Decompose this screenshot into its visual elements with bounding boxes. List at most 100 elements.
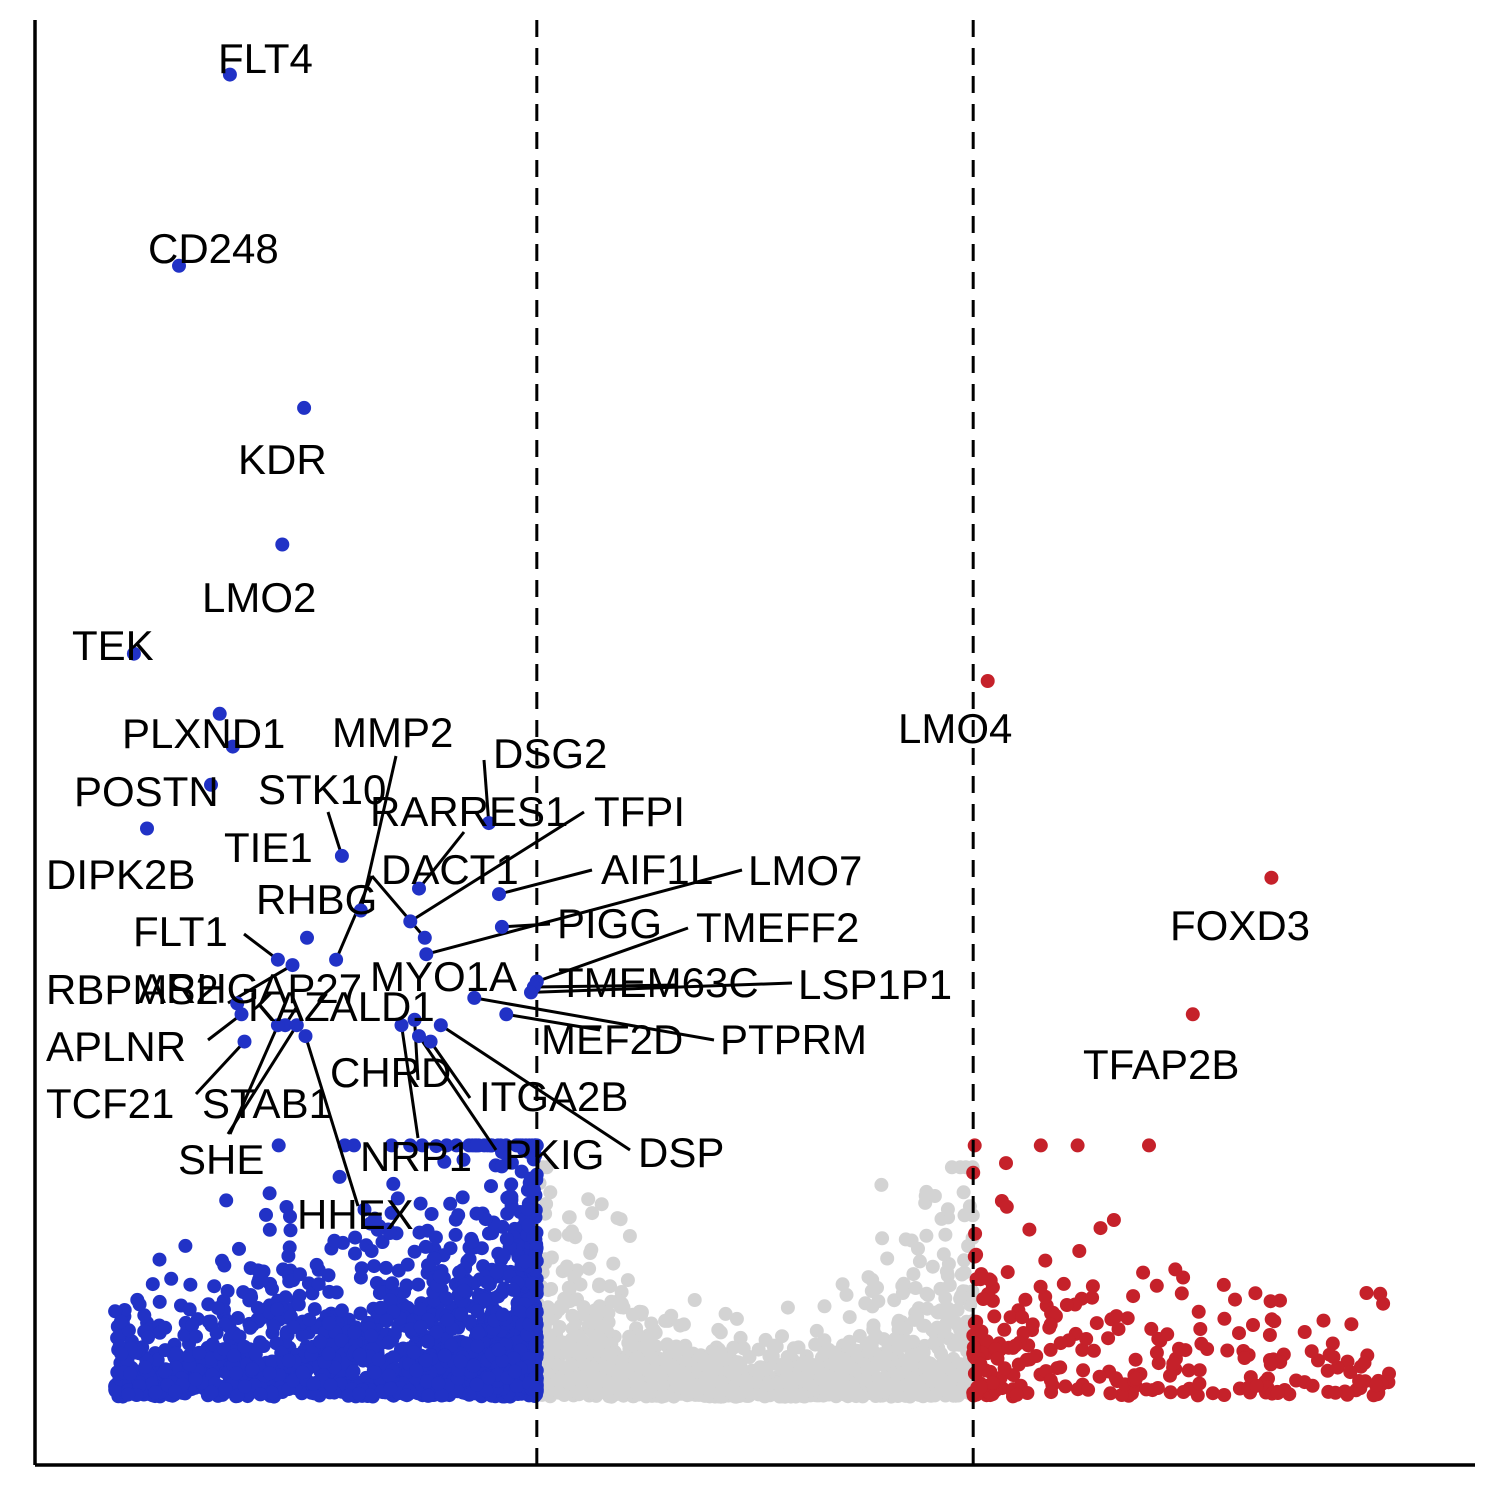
leader-line-aif1l bbox=[498, 868, 593, 896]
point-down bbox=[150, 1352, 165, 1367]
point-down bbox=[379, 1313, 394, 1328]
point-down bbox=[406, 1345, 421, 1360]
point-down bbox=[480, 1275, 495, 1290]
point-not-significant bbox=[895, 1321, 910, 1335]
point-down bbox=[516, 1143, 531, 1157]
point-down bbox=[226, 1348, 241, 1363]
point-down bbox=[243, 1320, 258, 1335]
point-up bbox=[1011, 1357, 1026, 1372]
leader-line-tmem63c bbox=[533, 983, 679, 989]
point-down bbox=[352, 1347, 367, 1362]
point-down bbox=[440, 1312, 455, 1327]
point-down bbox=[420, 1374, 434, 1389]
leader-line-chrd bbox=[413, 1019, 420, 1081]
label-tfpi: TFPI bbox=[594, 788, 685, 835]
point-down bbox=[469, 1138, 484, 1153]
point-down bbox=[357, 1202, 372, 1217]
point-down bbox=[465, 1234, 480, 1249]
point-not-significant bbox=[940, 1202, 955, 1217]
point-flt1 bbox=[270, 952, 285, 967]
leader-line-itga2b bbox=[429, 1040, 472, 1099]
point-up bbox=[1059, 1298, 1074, 1312]
label-flt1: FLT1 bbox=[133, 908, 228, 955]
point-not-significant bbox=[587, 1326, 602, 1341]
point-not-significant bbox=[907, 1312, 922, 1327]
point-down bbox=[528, 1148, 543, 1163]
point-down bbox=[265, 1354, 280, 1369]
point-up bbox=[1176, 1385, 1191, 1399]
point-down bbox=[364, 1328, 379, 1343]
point-up bbox=[1174, 1286, 1189, 1301]
point-down bbox=[477, 1292, 492, 1307]
point-down bbox=[403, 1138, 418, 1153]
point-down bbox=[145, 1277, 160, 1292]
point-up bbox=[1328, 1385, 1343, 1400]
point-down bbox=[352, 1386, 366, 1401]
label-cd248: CD248 bbox=[148, 225, 279, 272]
point-down bbox=[399, 1388, 414, 1403]
point-not-significant bbox=[687, 1293, 702, 1307]
point-not-significant bbox=[829, 1371, 844, 1386]
point-up bbox=[999, 1156, 1013, 1171]
point-down bbox=[209, 1326, 224, 1340]
point-down bbox=[232, 1241, 246, 1256]
point-down bbox=[386, 1350, 401, 1365]
point-not-significant bbox=[865, 1272, 880, 1287]
point-down bbox=[283, 1209, 297, 1224]
point-down bbox=[259, 1207, 273, 1222]
point-not-significant bbox=[571, 1371, 586, 1386]
point-up bbox=[990, 1351, 1005, 1366]
point-down bbox=[168, 1384, 183, 1399]
point-not-significant bbox=[598, 1360, 612, 1375]
point-postn bbox=[225, 739, 240, 754]
point-up bbox=[1316, 1313, 1331, 1328]
point-not-significant bbox=[576, 1307, 591, 1322]
point-down bbox=[270, 1302, 285, 1317]
point-stab1 bbox=[289, 1018, 304, 1033]
point-not-significant bbox=[936, 1247, 951, 1262]
point-up bbox=[1330, 1360, 1345, 1375]
point-up bbox=[1089, 1316, 1104, 1331]
point-up bbox=[1262, 1328, 1277, 1342]
point-up bbox=[1297, 1325, 1312, 1339]
point-pkig bbox=[412, 1029, 426, 1044]
label-mmp2: MMP2 bbox=[332, 709, 453, 756]
point-not-significant bbox=[542, 1312, 557, 1327]
point-not-significant bbox=[880, 1251, 895, 1266]
point-chrd bbox=[407, 1012, 422, 1027]
point-down bbox=[353, 1270, 368, 1285]
point-lmo2 bbox=[275, 537, 290, 552]
point-not-significant bbox=[610, 1364, 624, 1379]
point-down bbox=[504, 1155, 519, 1170]
point-up bbox=[999, 1199, 1014, 1214]
point-not-significant bbox=[933, 1281, 948, 1296]
point-down bbox=[141, 1330, 155, 1345]
label-tek: TEK bbox=[72, 622, 154, 669]
point-up bbox=[1193, 1322, 1208, 1336]
point-down bbox=[262, 1222, 277, 1237]
point-not-significant bbox=[902, 1357, 917, 1372]
point-not-significant bbox=[912, 1254, 927, 1269]
point-down bbox=[371, 1352, 386, 1367]
point-tie1 bbox=[204, 777, 218, 792]
point-mef2d bbox=[499, 1007, 514, 1022]
point-not-significant bbox=[561, 1227, 576, 1242]
point-up bbox=[1344, 1317, 1359, 1332]
label-dipk2b: DIPK2B bbox=[46, 851, 195, 898]
point-up bbox=[973, 1356, 988, 1371]
point-down bbox=[164, 1271, 179, 1286]
label-plxnd1: PLXND1 bbox=[122, 710, 285, 757]
point-down bbox=[121, 1387, 136, 1402]
point-not-significant bbox=[713, 1325, 728, 1340]
leader-line-lmo7 bbox=[425, 868, 743, 956]
point-not-significant bbox=[581, 1192, 596, 1207]
point-down bbox=[449, 1138, 464, 1153]
point-up bbox=[1111, 1322, 1126, 1337]
point-up bbox=[1008, 1338, 1023, 1353]
point-up bbox=[985, 1375, 1000, 1390]
point-down bbox=[311, 1277, 326, 1292]
point-not-significant bbox=[729, 1311, 744, 1326]
point-not-significant bbox=[555, 1299, 570, 1314]
point-not-significant bbox=[935, 1372, 950, 1387]
point-not-significant bbox=[916, 1345, 931, 1360]
